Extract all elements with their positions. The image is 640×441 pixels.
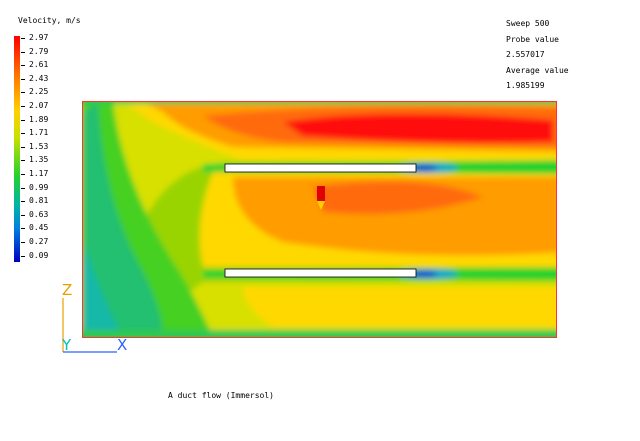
legend-tick-label: 2.25 [29,87,49,97]
legend-tick-label: 0.27 [29,237,49,246]
legend-tick-label: 0.81 [29,196,49,206]
legend-tick-label: 2.43 [29,73,49,83]
legend-tick [21,119,25,121]
legend-tick-label: 2.79 [29,46,49,56]
legend-title: Velocity, m/s [18,16,81,25]
legend-tick [21,187,25,189]
legend-tick [21,174,25,175]
probe-pointer [317,201,325,210]
legend-tick-label: 0.63 [29,209,49,219]
info-panel: Sweep 500 Probe value 2.557017 Average v… [506,16,569,94]
legend-tick [21,228,25,230]
axis-z-label: Z [62,281,73,299]
legend-tick-label: 1.17 [29,169,49,178]
color-scale-bar [14,36,20,262]
legend-tick-label: 1.35 [29,155,49,165]
legend-tick [21,146,25,148]
legend-tick [21,255,25,257]
velocity-contour-plot [73,92,573,352]
average-value: 1.985199 [506,81,545,91]
legend-tick-label: 1.71 [29,128,49,138]
axis-x-label: X [117,336,128,354]
probe-value: 2.557017 [506,50,545,60]
axis-triad [62,298,117,353]
legend-tick-label: 1.53 [29,141,49,151]
legend-tick [21,65,25,67]
legend-tick [21,38,25,39]
probe-label: Probe value [506,34,559,44]
caption: A duct flow (Immersol) [168,391,274,400]
legend-tick-label: 0.45 [29,223,49,233]
legend-tick [21,160,25,162]
flow-domain[interactable] [73,92,573,352]
legend-tick-label: 2.07 [29,101,49,110]
legend-tick-label: 2.97 [29,33,49,42]
legend-tick-label: 0.09 [29,250,49,260]
legend-tick [21,201,25,203]
legend-tick [21,106,25,107]
upper-plate [224,163,417,173]
axis-y-label: Y [62,336,72,354]
legend-tick [21,214,25,216]
legend-tick [21,133,25,135]
legend-tick [21,92,25,94]
legend-tick-label: 2.61 [29,60,49,70]
average-label: Average value [506,65,569,75]
probe-marker[interactable] [317,186,325,201]
lower-plate [224,268,417,278]
legend-tick-label: 1.89 [29,114,49,124]
legend-tick [21,51,25,53]
legend-tick [21,242,25,243]
legend-tick [21,78,25,80]
sweep-label: Sweep 500 [506,19,550,28]
legend-tick-label: 0.99 [29,182,49,192]
